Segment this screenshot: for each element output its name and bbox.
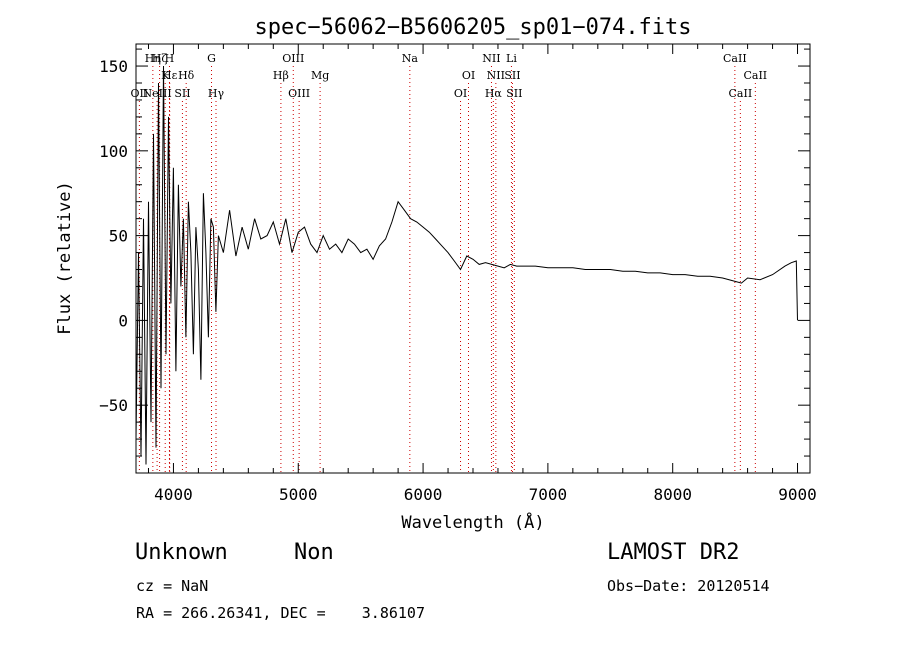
line-marker-label: OI bbox=[462, 69, 475, 82]
x-tick-label: 9000 bbox=[778, 485, 817, 504]
line-marker-label: Na bbox=[402, 52, 419, 65]
line-marker-label: G bbox=[207, 52, 216, 65]
line-marker-label: OII bbox=[131, 87, 149, 100]
line-marker-label: Hε bbox=[162, 69, 178, 82]
redshift-label: cz = NaN bbox=[136, 577, 209, 595]
y-axis-label: Flux (relative) bbox=[55, 181, 75, 335]
line-marker-label: OIII bbox=[288, 87, 310, 100]
plot-frame bbox=[135, 43, 811, 474]
line-marker-label: Hβ bbox=[273, 69, 289, 82]
chart-title: spec−56062−B5606205_sp01−074.fits bbox=[254, 15, 691, 40]
object-class-label: Unknown bbox=[135, 540, 228, 565]
coordinates-label: RA = 266.26341, DEC = 3.86107 bbox=[136, 604, 425, 622]
spectrum-series-line bbox=[135, 65, 798, 465]
line-marker-label: Mg bbox=[311, 69, 329, 82]
x-tick-label: 7000 bbox=[529, 485, 568, 504]
line-marker-label: OIII bbox=[282, 52, 304, 65]
line-marker-label: SII bbox=[506, 87, 522, 100]
line-marker-label: CaII bbox=[743, 69, 767, 82]
line-marker-label: SII bbox=[174, 87, 190, 100]
line-marker-label: Hα bbox=[485, 87, 503, 100]
x-axis-label: Wavelength (Å) bbox=[401, 511, 544, 533]
line-marker-label: SII bbox=[504, 69, 520, 82]
x-tick-label: 4000 bbox=[154, 485, 193, 504]
line-marker-label: OI bbox=[454, 87, 467, 100]
y-tick-label: 150 bbox=[99, 57, 128, 76]
y-tick-label: 50 bbox=[109, 227, 128, 246]
line-marker-label: NII bbox=[482, 52, 500, 65]
x-tick-label: 6000 bbox=[404, 485, 443, 504]
x-tick-label: 5000 bbox=[279, 485, 318, 504]
line-marker-label: Hγ bbox=[208, 87, 225, 100]
line-marker-label: Hδ bbox=[178, 69, 195, 82]
line-marker-label: Hη bbox=[145, 52, 161, 65]
line-marker-label: CaII bbox=[723, 52, 747, 65]
object-subclass-label: Non bbox=[294, 540, 334, 565]
line-marker-label: H bbox=[165, 52, 175, 65]
obs-date-label: Obs−Date: 20120514 bbox=[607, 577, 770, 595]
line-marker-label: NII bbox=[487, 69, 505, 82]
line-marker-label: K bbox=[161, 69, 170, 82]
y-tick-label: 100 bbox=[99, 142, 128, 161]
line-marker-label: CaII bbox=[729, 87, 753, 100]
y-tick-label: 0 bbox=[118, 311, 128, 330]
survey-label: LAMOST DR2 bbox=[607, 540, 740, 565]
axis-ticks: 4000 5000 6000 7000 8000 9000 −50 0 50 100 150 bbox=[99, 44, 817, 504]
line-marker-label: Hζ bbox=[152, 52, 168, 65]
y-tick-label: −50 bbox=[99, 396, 128, 415]
line-marker-label: Li bbox=[506, 52, 517, 65]
line-marker-label: NeIII bbox=[143, 87, 172, 100]
x-tick-label: 8000 bbox=[653, 485, 692, 504]
